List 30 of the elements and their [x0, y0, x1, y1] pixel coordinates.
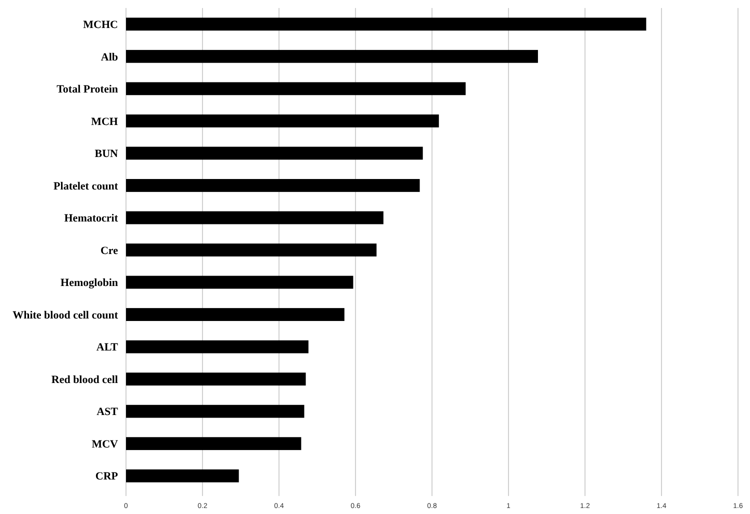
y-tick-label: Alb: [100, 51, 118, 64]
bar: [126, 437, 302, 450]
bar: [126, 211, 384, 224]
y-tick-label: Cre: [100, 244, 118, 257]
y-tick-label: AST: [96, 406, 119, 418]
bar: [126, 179, 420, 192]
bar: [126, 146, 423, 160]
y-tick-label: MCHC: [83, 18, 118, 31]
bar: [126, 50, 538, 63]
bar: [126, 372, 306, 386]
y-tick-label: Total Protein: [56, 84, 118, 96]
bar: [126, 276, 354, 289]
bar: [126, 340, 308, 354]
bar: [126, 469, 239, 482]
y-tick-label: Platelet count: [54, 180, 118, 192]
bar: [126, 114, 439, 128]
y-tick-label: CRP: [95, 470, 118, 483]
y-tick-label: MCH: [91, 116, 118, 128]
y-tick-label: Hemoglobin: [60, 277, 118, 290]
bar: [126, 244, 377, 256]
y-tick-label: White blood cell count: [12, 309, 118, 322]
bar: [126, 18, 646, 31]
bar: [126, 82, 466, 96]
y-tick-label: BUN: [94, 148, 118, 160]
y-tick-label: Red blood cell: [51, 374, 118, 386]
y-tick-label: MCV: [92, 438, 118, 450]
bar: [126, 404, 304, 418]
bar: [126, 308, 344, 321]
y-tick-label: ALT: [96, 342, 119, 354]
y-tick-label: Hematocrit: [64, 212, 118, 225]
